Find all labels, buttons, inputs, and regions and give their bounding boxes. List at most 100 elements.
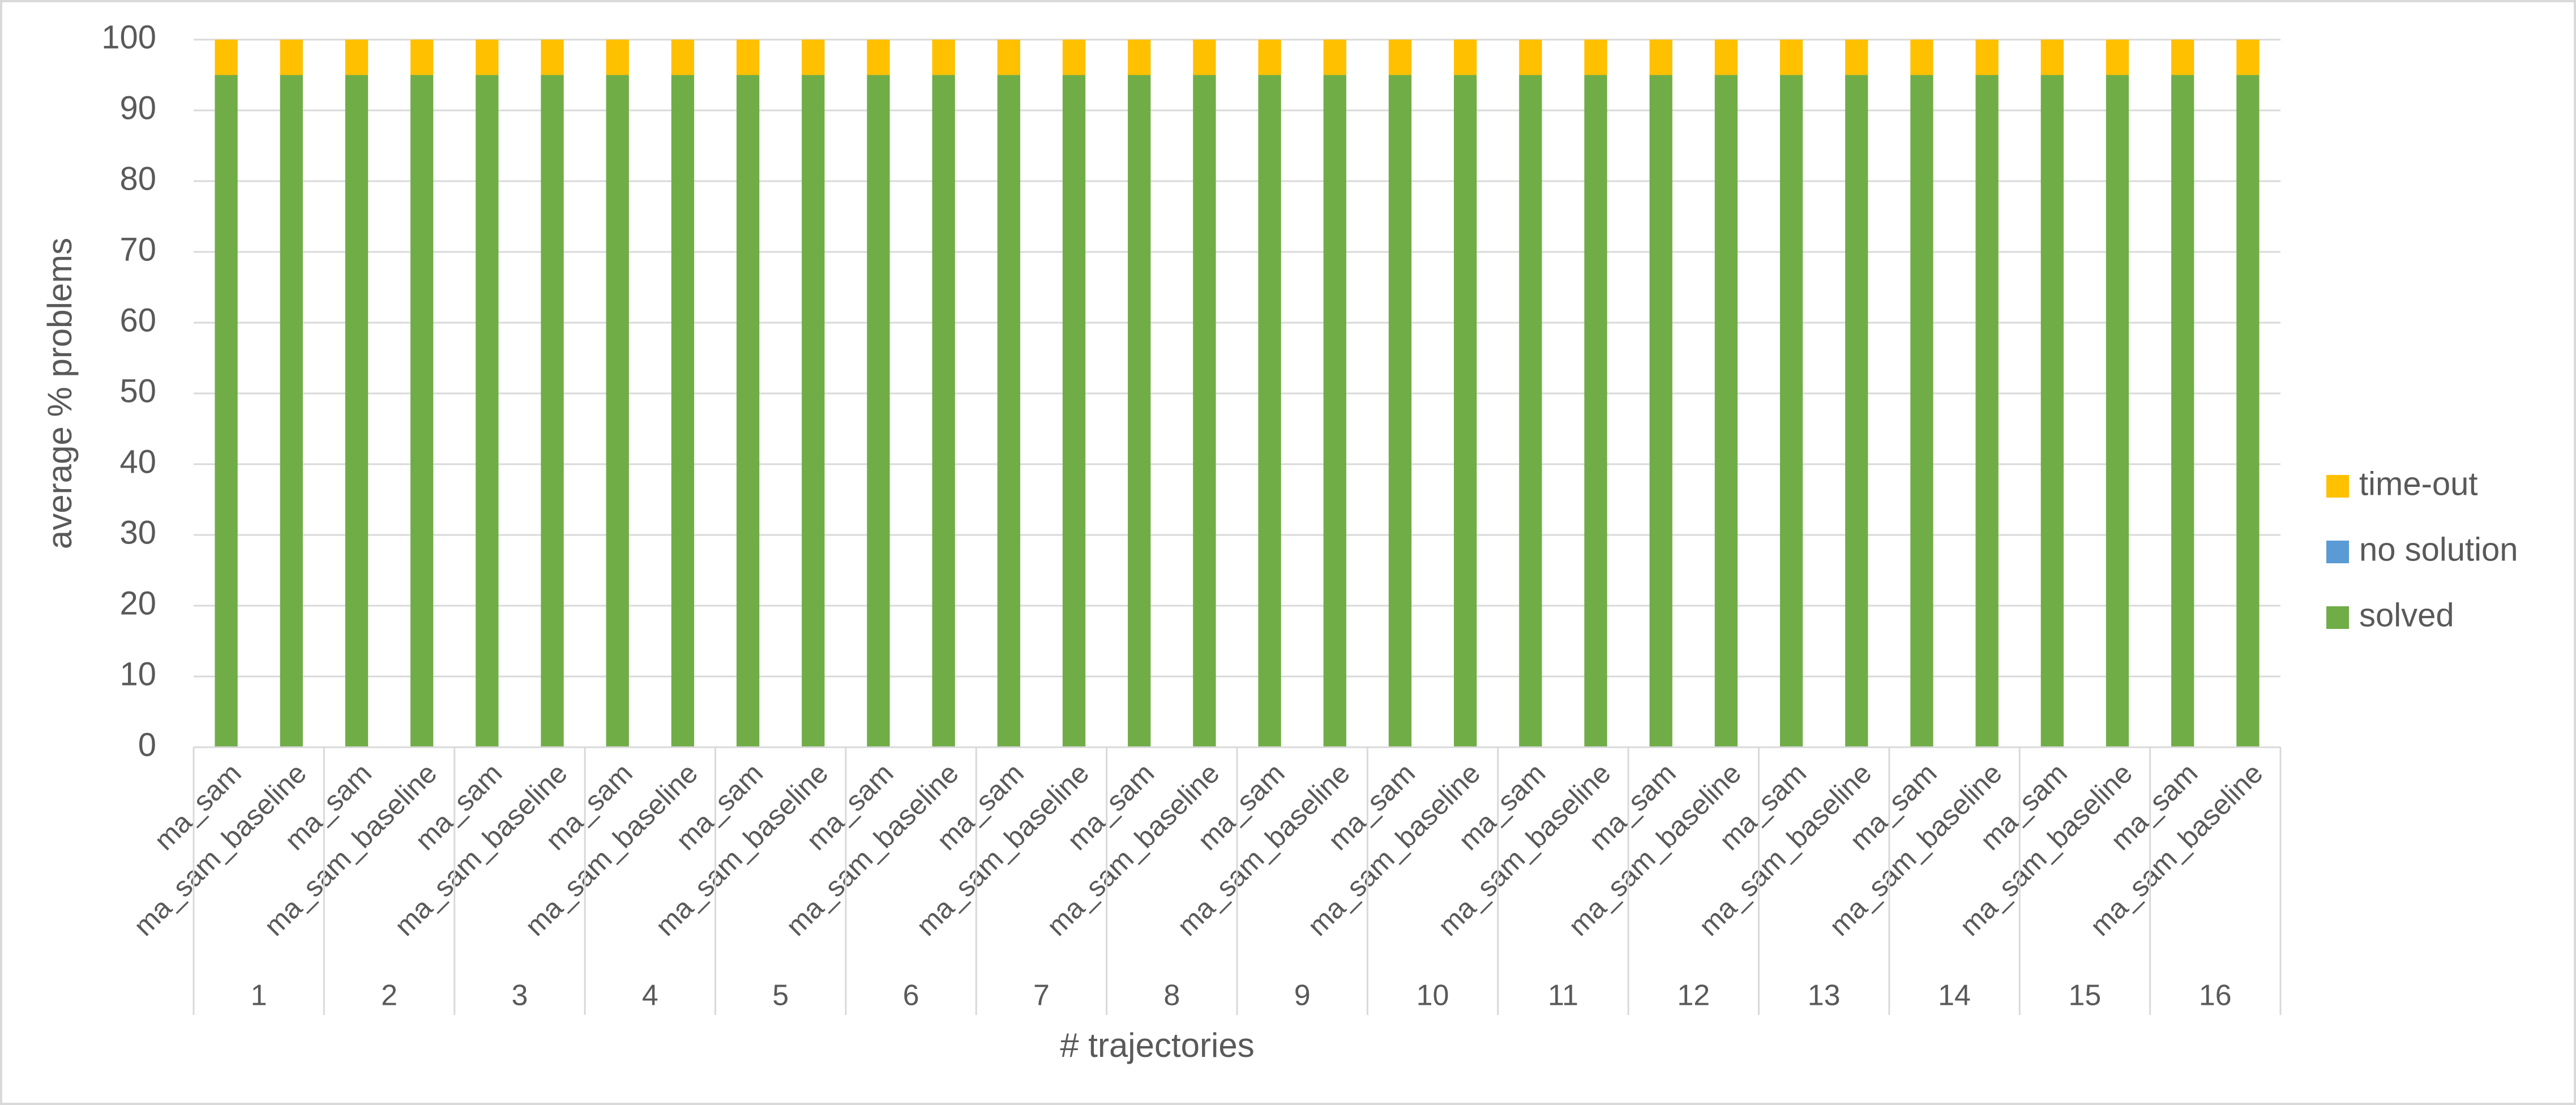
group-label: 3 <box>511 979 528 1012</box>
bar-segment <box>541 40 564 75</box>
y-tick-label: 20 <box>119 585 156 622</box>
bar-segment <box>2236 75 2260 747</box>
y-axis-title: average % problems <box>41 238 79 549</box>
bar-segment <box>671 75 695 747</box>
group-label: 6 <box>903 979 919 1012</box>
bar-segment <box>1388 75 1412 747</box>
bar-segment <box>476 75 499 747</box>
bar-segment <box>1649 75 1672 747</box>
bar-segment <box>736 75 760 747</box>
bar-segment <box>1975 40 1999 75</box>
legend-swatch <box>2326 541 2349 563</box>
legend-swatch <box>2326 606 2349 629</box>
bar-segment <box>280 75 303 747</box>
bar-segment <box>345 75 369 747</box>
y-tick-label: 40 <box>119 443 156 480</box>
bar-segment <box>2106 75 2129 747</box>
bar-segment <box>1128 75 1151 747</box>
bar-segment <box>1910 40 1933 75</box>
bar-segment <box>1388 40 1412 75</box>
bar-segment <box>2106 40 2129 75</box>
bar-segment <box>606 40 629 75</box>
group-label: 5 <box>772 979 789 1012</box>
group-label: 8 <box>1163 979 1180 1012</box>
y-tick-label: 80 <box>119 160 156 197</box>
y-tick-label: 100 <box>101 19 156 55</box>
bar-segment <box>1910 75 1933 747</box>
bar-segment <box>1453 40 1477 75</box>
legend-label: solved <box>2359 597 2454 633</box>
bar-segment <box>1128 40 1151 75</box>
y-tick-label: 50 <box>119 372 156 409</box>
group-label: 16 <box>2199 979 2232 1012</box>
bar-segment <box>1714 40 1738 75</box>
bar-segment <box>1519 40 1542 75</box>
bar-segment <box>1323 40 1346 75</box>
legend-swatch <box>2326 475 2349 498</box>
bar-segment <box>2040 75 2064 747</box>
bar-segment <box>1975 75 1999 747</box>
group-label: 10 <box>1417 979 1449 1012</box>
bar-segment <box>1584 40 1607 75</box>
bar-segment <box>476 40 499 75</box>
y-tick-label: 60 <box>119 302 156 339</box>
bar-segment <box>2040 40 2064 75</box>
group-label: 1 <box>251 979 267 1012</box>
bar-segment <box>997 75 1021 747</box>
group-label: 13 <box>1808 979 1841 1012</box>
bar-segment <box>802 40 825 75</box>
bar-segment <box>1779 40 1803 75</box>
bar-segment <box>997 40 1021 75</box>
bar-segment <box>867 75 890 747</box>
bar-segment <box>606 75 629 747</box>
bar-segment <box>1062 75 1086 747</box>
legend-label: no solution <box>2359 531 2518 568</box>
bar-segment <box>410 40 434 75</box>
bar-segment <box>736 40 760 75</box>
group-label: 2 <box>381 979 397 1012</box>
bar-segment <box>345 40 369 75</box>
bar-segment <box>1649 40 1672 75</box>
bar-segment <box>1779 75 1803 747</box>
bar-segment <box>280 40 303 75</box>
bar-segment <box>215 40 238 75</box>
y-tick-label: 30 <box>119 514 156 551</box>
bar-segment <box>1845 75 1868 747</box>
bar-segment <box>932 75 955 747</box>
bar-segment <box>2171 40 2194 75</box>
y-tick-label: 10 <box>119 656 156 692</box>
group-label: 9 <box>1294 979 1311 1012</box>
bar-segment <box>1584 75 1607 747</box>
bar-segment <box>2171 75 2194 747</box>
legend-label: time-out <box>2359 465 2478 502</box>
bar-segment <box>1845 40 1868 75</box>
y-tick-label: 0 <box>138 726 156 763</box>
bar-segment <box>867 40 890 75</box>
group-label: 14 <box>1938 979 1971 1012</box>
bar-segment <box>1258 75 1281 747</box>
group-label: 12 <box>1677 979 1710 1012</box>
bar-segment <box>671 40 695 75</box>
group-label: 15 <box>2069 979 2102 1012</box>
bar-segment <box>1062 40 1086 75</box>
group-label: 11 <box>1548 979 1578 1012</box>
bar-segment <box>215 75 238 747</box>
bar-segment <box>1258 40 1281 75</box>
bar-segment <box>1519 75 1542 747</box>
bar-segment <box>802 75 825 747</box>
bar-segment <box>932 40 955 75</box>
bar-segment <box>410 75 434 747</box>
bar-segment <box>2236 40 2260 75</box>
bar-segment <box>1714 75 1738 747</box>
bar-segment <box>1193 75 1216 747</box>
y-tick-label: 90 <box>119 89 156 126</box>
bar-segment <box>1323 75 1346 747</box>
bar-segment <box>1193 40 1216 75</box>
y-tick-label: 70 <box>119 231 156 268</box>
group-label: 7 <box>1033 979 1050 1012</box>
bar-segment <box>1453 75 1477 747</box>
group-label: 4 <box>642 979 658 1012</box>
x-axis-title: # trajectories <box>1060 1026 1254 1064</box>
bar-segment <box>541 75 564 747</box>
